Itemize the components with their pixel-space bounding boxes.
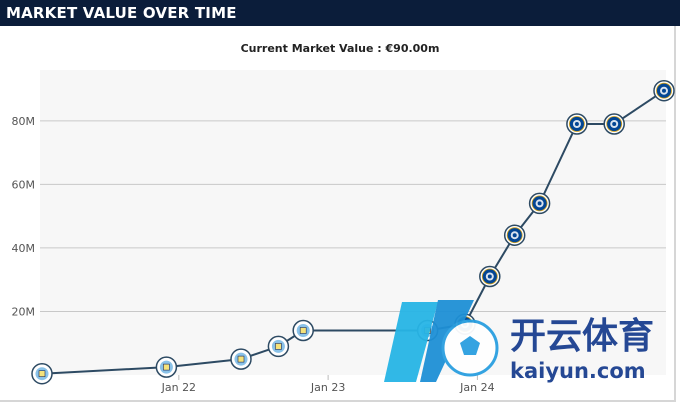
watermark-brand-cn: 开云体育 xyxy=(510,316,654,357)
x-tick-label: Jan 22 xyxy=(161,381,196,394)
man-city-crest-icon[interactable] xyxy=(267,335,290,358)
chelsea-crest-icon[interactable] xyxy=(603,113,625,135)
watermark-k-shape xyxy=(384,302,438,382)
y-tick-label: 80M xyxy=(12,115,36,128)
man-city-crest-icon[interactable] xyxy=(31,362,53,385)
y-tick-label: 40M xyxy=(12,242,36,255)
x-tick-label: Jan 24 xyxy=(459,381,494,394)
chart-frame xyxy=(0,26,676,402)
section-header: MARKET VALUE OVER TIME xyxy=(0,0,680,26)
man-city-crest-icon[interactable] xyxy=(292,319,314,342)
y-tick-label: 20M xyxy=(12,305,36,318)
chelsea-crest-icon[interactable] xyxy=(566,113,588,135)
watermark-brand-en: kaiyun.com xyxy=(510,359,646,383)
man-city-crest-icon[interactable] xyxy=(230,348,252,370)
chelsea-crest-icon[interactable] xyxy=(653,79,675,102)
section-title: MARKET VALUE OVER TIME xyxy=(6,4,237,22)
chelsea-crest-icon[interactable] xyxy=(503,224,526,246)
y-tick-label: 60M xyxy=(12,178,36,191)
chelsea-crest-icon[interactable] xyxy=(479,265,501,288)
watermark-ball-patch xyxy=(460,336,480,355)
chelsea-crest-icon[interactable] xyxy=(528,192,551,215)
chart-title: Current Market Value : €90.00m xyxy=(240,42,440,55)
man-city-crest-icon[interactable] xyxy=(155,356,178,378)
kaiyun-watermark: 开云体育 kaiyun.com xyxy=(384,300,654,383)
x-tick-label: Jan 23 xyxy=(310,381,345,394)
